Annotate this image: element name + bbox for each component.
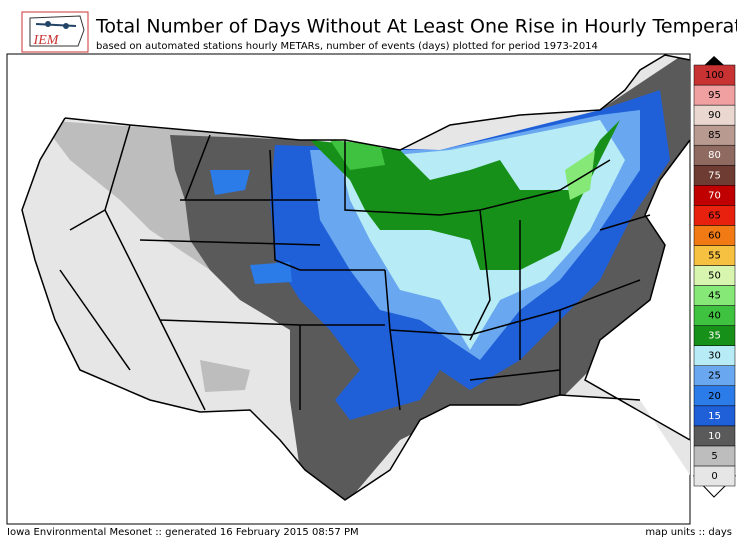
map	[6, 53, 691, 525]
colorbar-label: 35	[708, 331, 721, 342]
colorbar-label: 5	[711, 451, 717, 462]
logo: IEM	[21, 11, 89, 53]
colorbar-label: 95	[708, 90, 721, 101]
colorbar-label: 50	[708, 271, 721, 282]
colorbar-bin	[693, 64, 736, 86]
colorbar-label: 75	[708, 170, 721, 181]
colorbar-label: 80	[708, 150, 721, 161]
colorbar-label: 40	[708, 311, 721, 322]
colorbar: 0 5 10 15 20 25 30 35 40 45 50 55 60 65 70 75 80 85 90 95 10…	[692, 56, 737, 498]
colorbar-label: 90	[708, 110, 721, 121]
colorbar-label: 100	[705, 70, 724, 81]
colorbar-label: 45	[708, 291, 721, 302]
colorbar-label: 30	[708, 351, 721, 362]
colorbar-label: 20	[708, 391, 721, 402]
colorbar-label: 0	[711, 471, 717, 482]
colorbar-label: 10	[708, 431, 721, 442]
subtitle: based on automated stations hourly METAR…	[96, 41, 598, 52]
colorbar-label: 25	[708, 371, 721, 382]
colorbar-label: 65	[708, 210, 721, 221]
logo-text: IEM	[33, 33, 60, 48]
colorbar-label: 70	[708, 190, 721, 201]
colorbar-label: 60	[708, 230, 721, 241]
colorbar-label: 55	[708, 250, 721, 261]
colorbar-label: 15	[708, 411, 721, 422]
title: Total Number of Days Without At Least On…	[95, 16, 737, 38]
state-lines	[21, 54, 691, 501]
colorbar-label: 85	[708, 130, 721, 141]
footer-right: map units :: days	[645, 527, 732, 538]
footer-left: Iowa Environmental Mesonet :: generated …	[7, 527, 359, 538]
